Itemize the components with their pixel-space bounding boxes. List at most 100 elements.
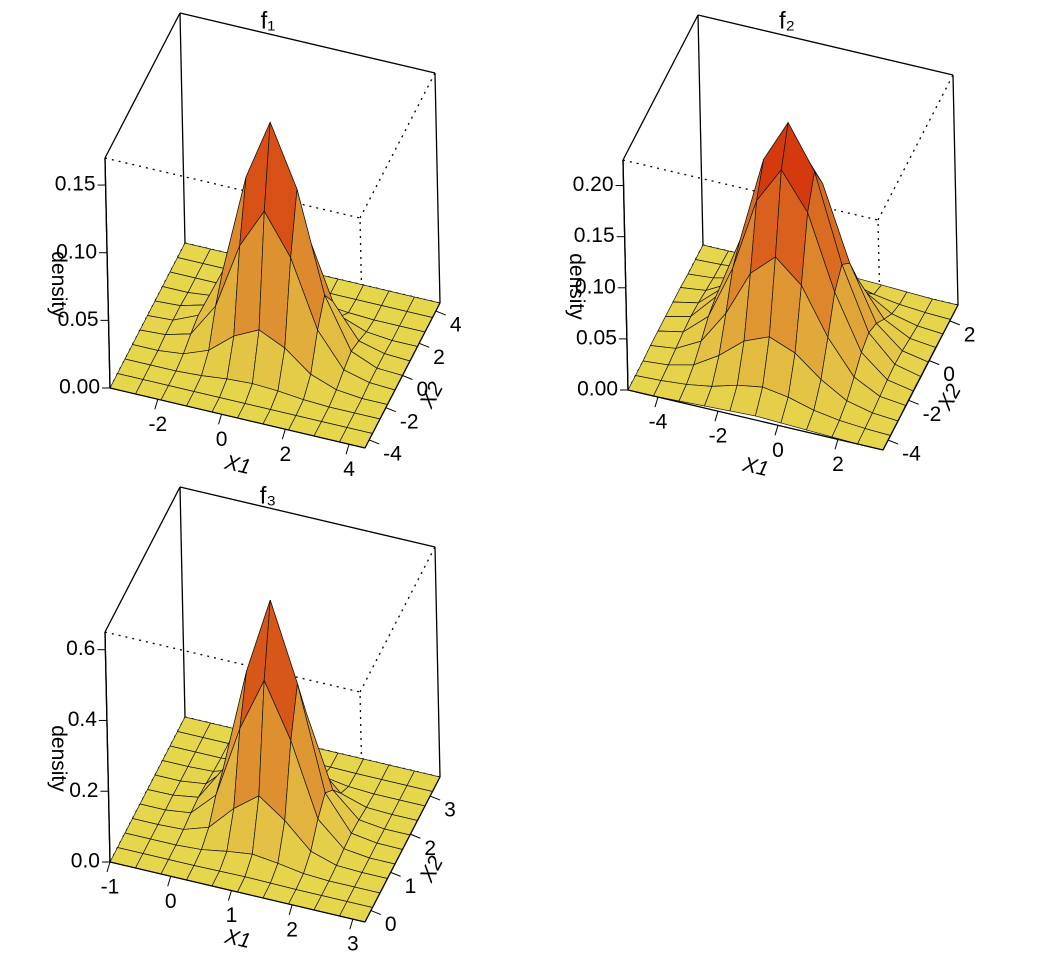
x-tick-label: -2 [148,413,167,436]
x-tick [218,414,223,425]
box-edge [877,74,954,221]
y-tick [929,360,940,366]
box-edge [697,14,704,246]
x-axis [109,387,366,449]
box-edge [104,12,181,159]
box-edge [104,631,361,693]
z-tick-label: 0.05 [576,326,617,349]
y-tick [887,439,899,445]
x-tick [654,396,659,408]
y-axis [882,304,959,451]
chart-title: f₃ [260,482,276,509]
x-tick-label: -1 [101,876,120,899]
y-tick [418,342,430,348]
y-tick [370,910,382,916]
y-tick [949,320,960,326]
z-tick-label: 0.00 [577,378,618,401]
z-tick-label: 0.6 [66,637,95,660]
y-tick-label: -4 [383,442,402,465]
x-tick-label: -4 [649,411,668,434]
x-axis-label: X1 [222,451,253,479]
z-tick-label: 0.10 [575,275,616,298]
box-edge [179,12,186,244]
box-edge [179,486,436,548]
z-tick-label: 0.20 [573,173,614,196]
y-tick-label: 2 [424,837,436,860]
x-tick-label: 2 [279,443,291,466]
x-axis-label: X1 [222,925,253,953]
z-axis [104,157,111,389]
y-tick [368,439,380,445]
x-tick-label: 2 [286,918,298,941]
box-edge [359,546,436,693]
box-edge [179,486,186,718]
x-axis-label: X1 [740,453,771,481]
x-tick-label: 0 [772,439,784,462]
box-edge [434,546,441,778]
x-tick [834,439,839,450]
y-tick-label: -4 [902,443,921,466]
chart-title: f₂ [779,7,795,34]
box-edge [697,14,954,76]
y-tick [385,407,397,413]
y-tick [429,795,441,801]
x-tick-label: 0 [216,428,228,451]
y-tick [390,871,401,877]
x-tick [774,425,779,436]
y-axis-label: X2 [415,852,448,887]
y-tick [908,399,919,405]
z-axis-label: density [565,253,588,320]
y-tick-label: 4 [450,314,462,337]
y-tick-label: 0 [943,363,955,386]
z-tick-label: 0.4 [68,708,98,731]
z-tick-label: 0.15 [55,173,96,196]
y-tick-label: 0 [385,913,397,936]
z-axis-label: density [47,251,70,318]
z-tick-label: 0.2 [69,779,98,802]
z-axis [622,159,629,391]
x-tick [349,918,354,930]
box-edge [104,157,361,219]
x-tick [288,904,293,916]
z-axis [104,631,111,863]
box-edge [622,159,879,221]
y-tick-label: 1 [405,875,417,898]
x-tick [714,411,719,422]
box-edge [359,72,436,219]
x-tick-label: 4 [343,458,355,481]
z-tick-label: 0.05 [58,308,99,331]
box-edge [434,72,441,304]
y-tick [402,375,413,380]
y-axis [364,776,441,923]
y-tick [410,833,421,839]
x-tick-label: 1 [226,904,238,927]
box-edge [104,486,181,633]
x-tick [345,444,350,455]
y-tick [435,310,447,316]
x-tick-label: 2 [832,453,844,476]
box-edge [622,14,699,161]
z-axis-label: density [47,725,70,792]
x-axis [627,389,884,451]
x-tick-label: 3 [347,933,359,956]
x-tick [227,890,232,901]
x-axis [109,861,366,923]
y-tick-label: 2 [433,346,445,369]
z-tick-label: 0.10 [56,240,97,263]
y-tick-label: -2 [400,410,419,433]
z-tick-label: 0.0 [71,850,100,873]
y-tick-label: -2 [923,403,942,426]
x-tick [281,429,286,440]
x-tick [167,876,172,887]
x-tick [106,861,111,873]
y-tick-label: 2 [964,323,976,346]
x-tick-label: 0 [165,890,177,913]
x-tick-label: -2 [709,425,728,448]
z-tick-label: 0.00 [59,376,100,399]
box-edge [179,12,436,74]
y-tick-label: 0 [417,378,429,401]
box-edge [952,74,959,306]
